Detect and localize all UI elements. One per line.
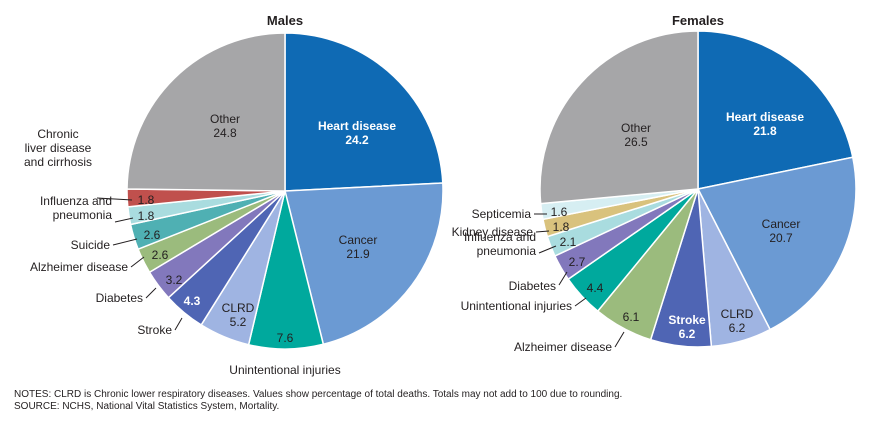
leader-line [114, 217, 134, 223]
slice-cancer [284, 182, 444, 346]
slice-value-alzheimer-disease: 6.1 [623, 310, 640, 324]
slice-label-other: Other 24.8 [210, 112, 240, 140]
slice-label-alzheimer-disease: Alzheimer disease [514, 340, 612, 354]
slice-value-unintentional-injuries: 4.4 [587, 281, 604, 295]
slice-value-influenza-and-pneumonia: 2.1 [560, 235, 577, 249]
slice-value-chronic-liver-disease-and-cirrhosis: 1.8 [138, 193, 155, 207]
slice-label-influenza-and-pneumonia: Influenza and pneumonia [40, 194, 112, 222]
leader-line [614, 331, 625, 348]
slice-value-kidney-disease: 1.8 [553, 220, 570, 234]
leader-line [130, 256, 145, 268]
slice-label-heart-disease: Heart disease 21.8 [726, 110, 804, 138]
slice-value-unintentional-injuries: 7.6 [277, 331, 294, 345]
slice-label-diabetes: Diabetes [96, 291, 143, 305]
slice-value-suicide: 2.6 [144, 228, 161, 242]
slice-value-diabetes: 2.7 [569, 255, 586, 269]
slice-value-alzheimer-disease: 2.6 [152, 248, 169, 262]
pie-title: Females [672, 13, 724, 28]
leader-line [574, 297, 587, 307]
slice-label-suicide: Suicide [71, 238, 111, 252]
pie-males: Males Heart disease 24.2 Cancer 21.9 7.6 Unint… [24, 13, 444, 377]
leader-line [145, 287, 157, 299]
slice-label-cancer: Cancer 21.9 [339, 233, 378, 261]
slice-value-stroke: 4.3 [184, 294, 201, 308]
slice-label-cancer: Cancer 20.7 [762, 217, 801, 245]
slice-heart-disease [697, 30, 854, 190]
slice-label-clrd: CLRD 5.2 [222, 301, 255, 329]
slice-label-stroke: Stroke [137, 323, 172, 337]
slice-label-alzheimer-disease: Alzheimer disease [30, 260, 128, 274]
leader-line [112, 238, 138, 246]
leader-line [96, 197, 133, 201]
slice-label-clrd: CLRD 6.2 [721, 307, 754, 335]
chart-notes: NOTES: CLRD is Chronic lower respiratory… [14, 389, 622, 413]
slice-label-other: Other 26.5 [621, 121, 651, 149]
slice-value-septicemia: 1.6 [551, 205, 568, 219]
slice-label-stroke: Stroke 6.2 [668, 313, 706, 341]
leader-line [538, 245, 557, 254]
pie-females: Females Heart disease 21.8 Cancer 20.7 CLRD 6.… [452, 13, 857, 354]
slice-other [126, 32, 286, 192]
slice-other [539, 30, 699, 205]
notes-line: NOTES: CLRD is Chronic lower respiratory… [14, 389, 623, 400]
slice-label-heart-disease: Heart disease 24.2 [318, 119, 396, 147]
leader-line [535, 230, 550, 233]
slice-cancer [696, 156, 857, 331]
leader-line [174, 317, 183, 331]
slice-heart-disease [284, 32, 444, 192]
pie-title: Males [267, 13, 303, 28]
slice-value-diabetes: 3.2 [166, 273, 183, 287]
slice-label-unintentional-injuries: Unintentional injuries [461, 299, 572, 313]
slice-label-unintentional-injuries: Unintentional injuries [229, 363, 340, 377]
slice-value-influenza-and-pneumonia: 1.8 [138, 209, 155, 223]
slice-label-influenza-and-pneumonia: Influenza and pneumonia [464, 230, 536, 258]
slice-label-septicemia: Septicemia [472, 207, 532, 221]
slice-label-diabetes: Diabetes [509, 279, 556, 293]
leader-line [558, 271, 568, 286]
source-line: SOURCE: NCHS, National Vital Statistics … [14, 401, 280, 412]
slice-label-chronic-liver-disease-and-cirrhosis: Chronic liver disease and cirrhosis [24, 127, 92, 169]
slice-label-kidney-disease: Kidney disease [452, 225, 534, 239]
